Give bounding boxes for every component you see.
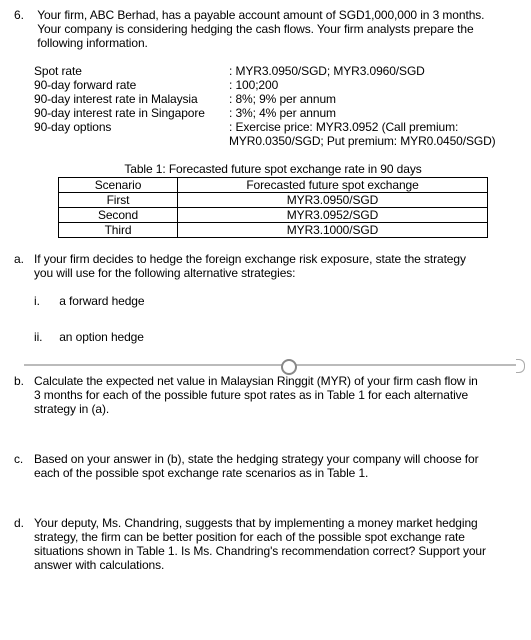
part-a: a. If your firm decides to hedge the for…: [14, 252, 517, 280]
cell-scenario: First: [59, 193, 178, 208]
info-row: 90-day interest rate in Singapore : 3%; …: [34, 106, 504, 120]
part-c: c. Based on your answer in (b), state th…: [14, 452, 517, 480]
info-value: : 8%; 9% per annum: [229, 92, 504, 106]
exam-sheet: 6. Your firm, ABC Berhad, has a payable …: [0, 0, 531, 580]
part-d: d. Your deputy, Ms. Chandring, suggests …: [14, 516, 517, 572]
roman-text: a forward hedge: [59, 294, 144, 308]
table-title: Table 1: Forecasted future spot exchange…: [58, 162, 488, 176]
info-value: : Exercise price: MYR3.0952 (Call premiu…: [229, 120, 504, 134]
info-row: MYR0.0350/SGD; Put premium: MYR0.0450/SG…: [34, 134, 504, 148]
info-label: 90-day options: [34, 120, 229, 134]
roman-letter: ii.: [34, 330, 56, 344]
info-label: 90-day interest rate in Malaysia: [34, 92, 229, 106]
col-forecast-head: Forecasted future spot exchange: [178, 178, 488, 193]
info-row: 90-day interest rate in Malaysia : 8%; 9…: [34, 92, 504, 106]
part-body: If your firm decides to hedge the foreig…: [34, 252, 517, 280]
slider-endcap: [516, 359, 525, 373]
part-body: Based on your answer in (b), state the h…: [34, 452, 517, 480]
part-letter: c.: [14, 452, 34, 480]
table-row: First MYR3.0950/SGD: [59, 193, 488, 208]
info-row: Spot rate : MYR3.0950/SGD; MYR3.0960/SGD: [34, 64, 504, 78]
forecast-table-wrap: Table 1: Forecasted future spot exchange…: [58, 162, 488, 238]
part-b: b. Calculate the expected net value in M…: [14, 374, 517, 416]
table-row: Third MYR3.1000/SGD: [59, 223, 488, 238]
forecast-table: Scenario Forecasted future spot exchange…: [58, 177, 488, 238]
question-stem: Your firm, ABC Berhad, has a payable acc…: [37, 8, 507, 50]
info-value: : MYR3.0950/SGD; MYR3.0960/SGD: [229, 64, 504, 78]
info-value: : 100;200: [229, 78, 504, 92]
part-letter: a.: [14, 252, 34, 280]
slider-thumb[interactable]: [281, 359, 297, 375]
question-number: 6.: [14, 8, 34, 22]
part-a-ii: ii. an option hedge: [34, 330, 517, 344]
info-label: [34, 134, 229, 148]
info-label: 90-day forward rate: [34, 78, 229, 92]
page-slider[interactable]: [24, 358, 519, 372]
info-row: 90-day forward rate : 100;200: [34, 78, 504, 92]
table-head-row: Scenario Forecasted future spot exchange: [59, 178, 488, 193]
cell-scenario: Third: [59, 223, 178, 238]
info-value: MYR0.0350/SGD; Put premium: MYR0.0450/SG…: [229, 134, 504, 148]
part-body: Calculate the expected net value in Mala…: [34, 374, 517, 416]
cell-rate: MYR3.0950/SGD: [178, 193, 488, 208]
roman-letter: i.: [34, 294, 56, 308]
cell-scenario: Second: [59, 208, 178, 223]
info-label: Spot rate: [34, 64, 229, 78]
cell-rate: MYR3.0952/SGD: [178, 208, 488, 223]
roman-text: an option hedge: [59, 330, 144, 344]
part-body: Your deputy, Ms. Chandring, suggests tha…: [34, 516, 517, 572]
question-block: 6. Your firm, ABC Berhad, has a payable …: [14, 8, 517, 50]
part-letter: b.: [14, 374, 34, 416]
col-scenario-head: Scenario: [59, 178, 178, 193]
table-row: Second MYR3.0952/SGD: [59, 208, 488, 223]
info-row: 90-day options : Exercise price: MYR3.09…: [34, 120, 504, 134]
info-label: 90-day interest rate in Singapore: [34, 106, 229, 120]
part-letter: d.: [14, 516, 34, 572]
part-a-i: i. a forward hedge: [34, 294, 517, 308]
slider-track: [24, 364, 519, 366]
info-block: Spot rate : MYR3.0950/SGD; MYR3.0960/SGD…: [34, 64, 504, 148]
info-value: : 3%; 4% per annum: [229, 106, 504, 120]
cell-rate: MYR3.1000/SGD: [178, 223, 488, 238]
